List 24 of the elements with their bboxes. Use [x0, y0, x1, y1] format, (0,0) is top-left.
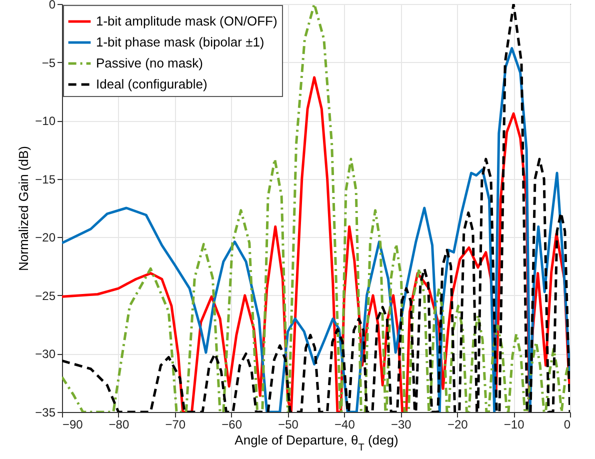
legend-label: 1-bit phase mask (bipolar ±1) [96, 34, 264, 50]
x-tick-label: −20 [447, 418, 468, 432]
y-axis-title: Normalized Gain (dB) [16, 146, 32, 271]
x-tick-label: 0 [564, 418, 571, 432]
x-tick-label: −50 [278, 418, 299, 432]
legend-label: 1-bit amplitude mask (ON/OFF) [96, 14, 278, 28]
x-tick-label: −60 [222, 418, 242, 432]
x-tick-label: −90 [62, 418, 84, 432]
y-tick-label: −25 [35, 288, 56, 303]
x-tick-label: −10 [504, 418, 525, 432]
y-tick-label: −20 [35, 230, 56, 245]
y-tick-label: −10 [35, 114, 56, 128]
x-tick-label: −70 [165, 418, 186, 432]
y-tick-label: −30 [35, 347, 56, 362]
y-tick-label: −5 [42, 56, 56, 70]
legend-label: Passive (no mask) [96, 56, 203, 70]
y-tick-label: −15 [35, 172, 56, 186]
y-tick-label: 0 [48, 0, 56, 12]
x-tick-label: −40 [334, 418, 356, 432]
x-tick-label: −80 [108, 418, 130, 432]
legend-label: Ideal (configurable) [96, 76, 208, 92]
x-tick-label: −30 [390, 418, 412, 432]
x-axis-title: Angle of Departure, θ$_{T}$ (deg) [234, 432, 398, 453]
y-tick-label: −35 [35, 406, 56, 420]
